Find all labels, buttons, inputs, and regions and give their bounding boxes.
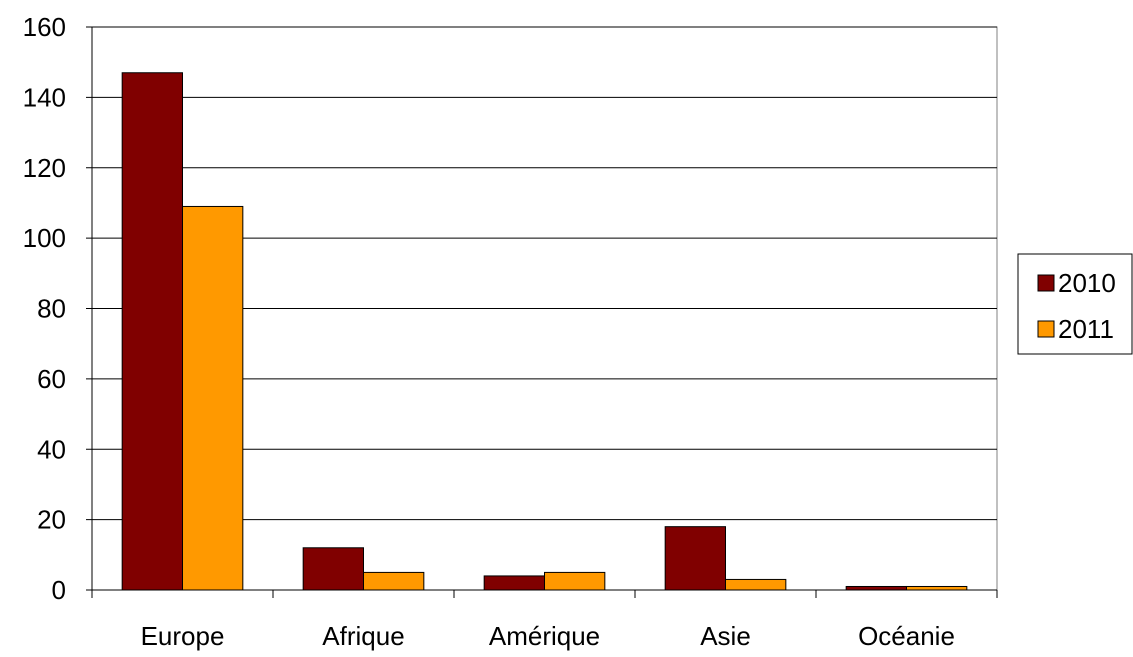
bar-2011-europe <box>182 205 244 591</box>
bar-2010-afrique <box>302 547 364 591</box>
y-tick-label: 120 <box>23 153 66 183</box>
bar-2011-asie <box>725 578 787 591</box>
x-tick-label: Europe <box>141 621 225 651</box>
y-tick-label: 100 <box>23 223 66 253</box>
bar-2010-océanie <box>845 585 908 591</box>
x-tick-label: Asie <box>700 621 751 651</box>
y-tick-label: 0 <box>52 575 66 605</box>
legend: 2010 2011 <box>1017 253 1133 355</box>
bars <box>121 72 968 591</box>
x-tick-label: Océanie <box>858 621 955 651</box>
legend-label-2011: 2011 <box>1058 314 1114 344</box>
bar-2010-europe <box>121 72 183 591</box>
y-tick-label: 140 <box>23 82 66 112</box>
bar-2011-afrique <box>363 571 425 591</box>
bar-2011-amérique <box>544 571 606 591</box>
y-tick-label: 160 <box>23 12 66 42</box>
legend-box <box>1017 253 1133 355</box>
bar-2010-asie <box>664 526 727 591</box>
bar-2010-amérique <box>483 575 545 591</box>
y-tick-label: 20 <box>37 505 66 535</box>
y-axis-ticks: 0 20 40 60 80 100 120 140 160 <box>23 12 92 605</box>
legend-swatch-2011 <box>1037 320 1055 338</box>
x-axis-ticks: Europe Afrique Amérique Asie Océanie <box>91 590 998 651</box>
legend-swatch-2010 <box>1037 274 1055 292</box>
y-tick-label: 60 <box>37 364 66 394</box>
legend-label-2010: 2010 <box>1058 268 1116 298</box>
y-tick-label: 40 <box>37 434 66 464</box>
y-tick-label: 80 <box>37 294 66 324</box>
x-tick-label: Amérique <box>489 621 600 651</box>
bar-2011-océanie <box>906 585 968 591</box>
x-tick-label: Afrique <box>322 621 404 651</box>
